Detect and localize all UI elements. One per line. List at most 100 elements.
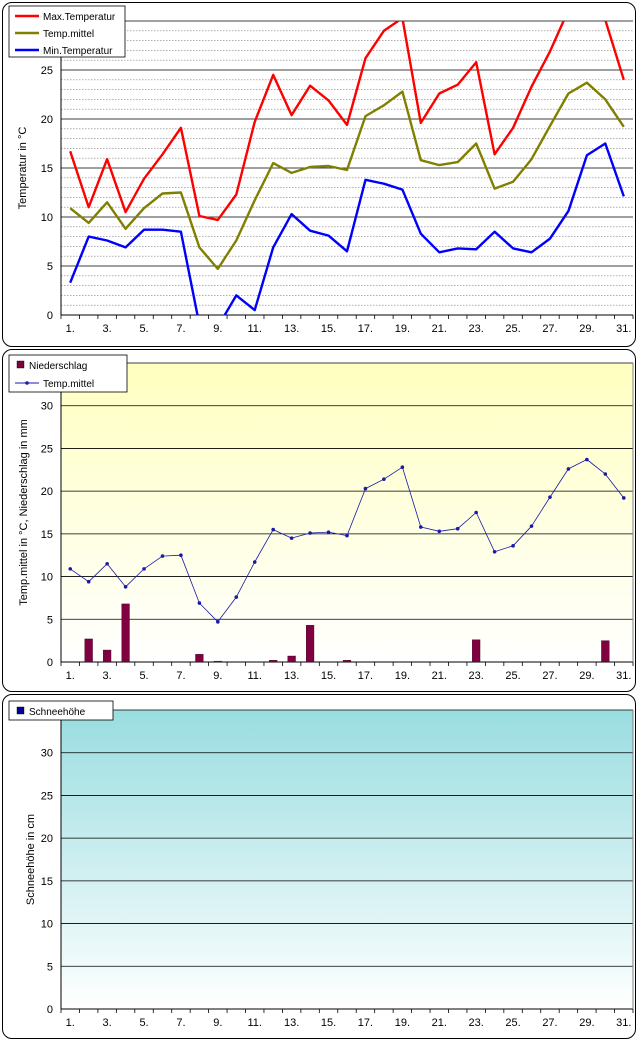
x-tick-label: 25. (505, 1017, 520, 1029)
bar-niederschlag-day-4 (121, 603, 130, 662)
point-temp-mittel-day-24 (492, 549, 497, 554)
x-tick-label: 5. (139, 670, 148, 682)
x-tick-label: 21. (432, 323, 447, 335)
bar-niederschlag-day-30 (601, 640, 610, 662)
y-tick-label: 20 (41, 114, 53, 126)
point-temp-mittel-day-14 (308, 531, 312, 535)
x-tick-label: 31. (616, 1017, 631, 1029)
x-tick-label: 7. (176, 323, 185, 335)
x-tick-label: 11. (247, 323, 261, 335)
y-tick-label: 5 (47, 261, 53, 273)
x-tick-label: 11. (247, 1017, 261, 1029)
precipitation-chart: 0 5 10 15 20 25 30 1. 3. 5. 7. 9. 11. 13. 15. 17. 19. 21.… (8, 354, 634, 682)
bar-niederschlag-day-23 (472, 639, 481, 662)
snow-chart-panel: 0 5 10 15 20 25 30 1. 3. 5. 7. 9. 11. 13. 15. 17. 19. 21.… (2, 694, 636, 1039)
point-temp-mittel-day-21 (437, 529, 442, 534)
x-tick-label: 13. (284, 1017, 299, 1029)
point-temp-mittel-day-18 (382, 477, 386, 481)
point-temp-mittel-day-20 (419, 525, 423, 529)
x-tick-label: 3. (103, 1017, 112, 1029)
x-tick-label: 15. (321, 670, 336, 682)
x-tick-label: 7. (176, 670, 185, 682)
y-tick-label: 5 (47, 961, 53, 973)
x-tick-label: 17. (358, 323, 373, 335)
point-temp-mittel-day-5 (142, 567, 146, 571)
point-temp-mittel-day-19 (400, 465, 405, 470)
x-tick-label: 5. (139, 323, 148, 335)
x-tick-label: 13. (284, 323, 299, 335)
x-tick-label: 9. (213, 323, 222, 335)
x-tick-label: 27. (542, 670, 557, 682)
legend-label: Schneehöhe (29, 707, 86, 718)
point-temp-mittel-day-12 (271, 527, 275, 532)
x-tick-label: 11. (247, 670, 261, 682)
point-temp-mittel-day-22 (455, 526, 460, 531)
x-tick-label: 27. (542, 1017, 557, 1029)
y-tick-label: 0 (47, 310, 53, 322)
bar-niederschlag-day-12 (269, 660, 278, 662)
x-tick-label: 1. (66, 1017, 75, 1029)
point-temp-mittel-day-3 (105, 561, 109, 566)
x-tick-label: 31. (616, 670, 631, 682)
x-tick-label: 21. (432, 670, 447, 682)
temperature-chart-panel: 0510152025301.3.5.7.9.11.13.15.17.19.21.… (2, 2, 636, 347)
legend-box (8, 5, 126, 58)
point-temp-mittel-day-6 (160, 554, 165, 558)
x-tick-label: 19. (395, 323, 410, 335)
y-tick-label: 10 (41, 919, 53, 931)
x-tick-label: 23. (469, 1017, 484, 1029)
x-tick-label: 13. (284, 670, 299, 682)
point-temp-mittel-day-8 (197, 601, 202, 605)
x-tick-label: 3. (103, 323, 112, 335)
bar-niederschlag-day-16 (342, 660, 352, 662)
temperature-chart: 0510152025301.3.5.7.9.11.13.15.17.19.21.… (8, 5, 634, 335)
x-tick-label: 21. (432, 1017, 447, 1029)
y-tick-label: 15 (41, 876, 53, 888)
point-temp-mittel-day-30 (603, 472, 608, 476)
y-tick-label: 10 (41, 212, 53, 224)
plot-area (61, 710, 633, 1009)
y-tick-label: 25 (41, 790, 53, 802)
legend-label: Niederschlag (29, 361, 87, 372)
x-tick-label: 3. (103, 670, 112, 682)
y-tick-label: 20 (41, 833, 53, 845)
point-temp-mittel-day-31 (621, 496, 626, 500)
x-tick-label: 1. (66, 323, 75, 335)
snow-depth-chart: 0 5 10 15 20 25 30 1. 3. 5. 7. 9. 11. 13. 15. 17. 19. 21.… (8, 700, 634, 1029)
point-temp-mittel-day-9 (216, 620, 220, 624)
legend-label: Temp.mittel (43, 29, 94, 40)
x-tick-label: 1. (66, 670, 75, 682)
legend-label: Max.Temperatur (43, 12, 116, 23)
point-temp-mittel-day-1 (68, 567, 73, 571)
y-tick-label: 5 (47, 614, 53, 626)
x-tick-label: 15. (321, 1017, 336, 1029)
y-axis-title: Schneehöhe in cm (25, 814, 37, 905)
point-temp-mittel-day-2 (86, 579, 91, 584)
legend: Max.Temperatur Temp.mittel Min.Temperatur (8, 5, 126, 58)
x-tick-label: 9. (213, 670, 222, 682)
point-temp-mittel-day-17 (363, 486, 368, 491)
bar-niederschlag-day-13 (287, 655, 296, 662)
precipitation-chart-panel: 0 5 10 15 20 25 30 1. 3. 5. 7. 9. 11. 13. 15. 17. 19. 21.… (2, 349, 636, 692)
y-axis-title: Temperatur in °C (17, 127, 29, 210)
y-tick-label: 25 (41, 443, 53, 455)
bar-niederschlag-day-14 (306, 625, 315, 662)
y-tick-label: 30 (41, 748, 53, 760)
x-tick-label: 31. (616, 323, 631, 335)
legend-box (8, 700, 114, 721)
line-temp-mittel (69, 81, 625, 271)
point-temp-mittel-day-26 (529, 524, 534, 528)
x-tick-label: 25. (505, 323, 520, 335)
point-temp-mittel-day-4 (123, 585, 128, 589)
point-temp-mittel-day-11 (252, 560, 257, 564)
x-tick-label: 5. (139, 1017, 148, 1029)
x-tick-label: 7. (176, 1017, 185, 1029)
x-tick-label: 29. (579, 323, 594, 335)
x-tick-label: 23. (469, 323, 484, 335)
bar-niederschlag-day-9 (213, 660, 222, 662)
legend-label: Min.Temperatur (43, 46, 113, 57)
point-temp-mittel-day-29 (585, 457, 589, 462)
x-tick-label: 19. (395, 670, 410, 682)
x-tick-label: 19. (395, 1017, 410, 1029)
point-temp-mittel-day-16 (345, 533, 349, 538)
